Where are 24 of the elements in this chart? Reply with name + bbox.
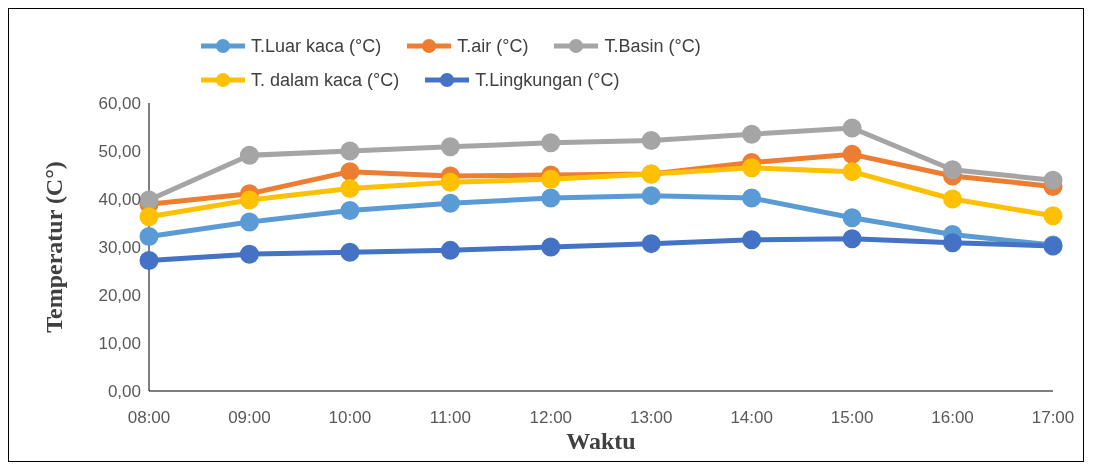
x-tick-label: 11:00 <box>429 408 471 428</box>
y-axis-title: Temperatur (C°) <box>40 161 67 333</box>
y-tick-label: 0,00 <box>107 382 141 402</box>
x-tick-label: 10:00 <box>328 408 372 428</box>
legend-label: T.air (°C) <box>457 35 529 57</box>
y-tick-label: 50,00 <box>98 142 141 162</box>
x-tick-label: 12:00 <box>529 408 573 428</box>
legend-label: T.Luar kaca (°C) <box>251 35 382 57</box>
legend-label: T. dalam kaca (°C) <box>251 69 400 91</box>
x-tick-label: 14:00 <box>730 408 773 428</box>
x-tick-label: 09:00 <box>228 408 271 428</box>
y-tick-label: 30,00 <box>98 238 141 258</box>
y-tick-label: 10,00 <box>98 334 141 354</box>
x-tick-label: 16:00 <box>931 408 974 428</box>
x-tick-label: 17:00 <box>1031 408 1075 428</box>
x-tick-label: 13:00 <box>629 408 673 428</box>
legend-label: T.Lingkungan (°C) <box>475 69 620 91</box>
x-axis-title: Waktu <box>566 428 636 454</box>
y-tick-label: 60,00 <box>98 94 141 114</box>
x-tick-label: 15:00 <box>830 408 874 428</box>
x-tick-label: 08:00 <box>127 408 171 428</box>
y-tick-label: 40,00 <box>98 190 141 210</box>
legend-label: T.Basin (°C) <box>604 35 701 57</box>
y-tick-label: 20,00 <box>98 286 141 306</box>
